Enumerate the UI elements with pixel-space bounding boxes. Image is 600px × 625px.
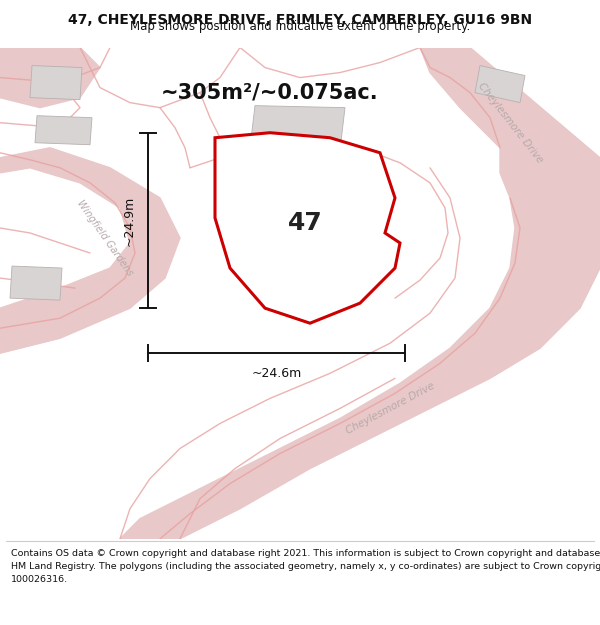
Polygon shape [420, 48, 600, 198]
Text: Cheylesmore Drive: Cheylesmore Drive [344, 381, 436, 436]
Polygon shape [250, 106, 345, 150]
Text: ~24.9m: ~24.9m [123, 196, 136, 246]
Polygon shape [215, 132, 400, 323]
Text: 47, CHEYLESMORE DRIVE, FRIMLEY, CAMBERLEY, GU16 9BN: 47, CHEYLESMORE DRIVE, FRIMLEY, CAMBERLE… [68, 13, 532, 28]
Text: Map shows position and indicative extent of the property.: Map shows position and indicative extent… [130, 20, 470, 33]
Polygon shape [0, 48, 100, 108]
Text: ~24.6m: ~24.6m [251, 368, 302, 381]
Text: 47: 47 [287, 211, 322, 235]
Polygon shape [10, 266, 62, 300]
Text: Wingfield Gardens: Wingfield Gardens [75, 198, 135, 278]
Polygon shape [475, 66, 525, 102]
Polygon shape [0, 148, 180, 353]
Polygon shape [30, 66, 82, 99]
Text: ~305m²/~0.075ac.: ~305m²/~0.075ac. [161, 82, 379, 102]
Text: Cheylesmore Drive: Cheylesmore Drive [476, 81, 544, 165]
Polygon shape [35, 116, 92, 145]
Text: Contains OS data © Crown copyright and database right 2021. This information is : Contains OS data © Crown copyright and d… [11, 549, 600, 584]
Polygon shape [120, 148, 600, 539]
